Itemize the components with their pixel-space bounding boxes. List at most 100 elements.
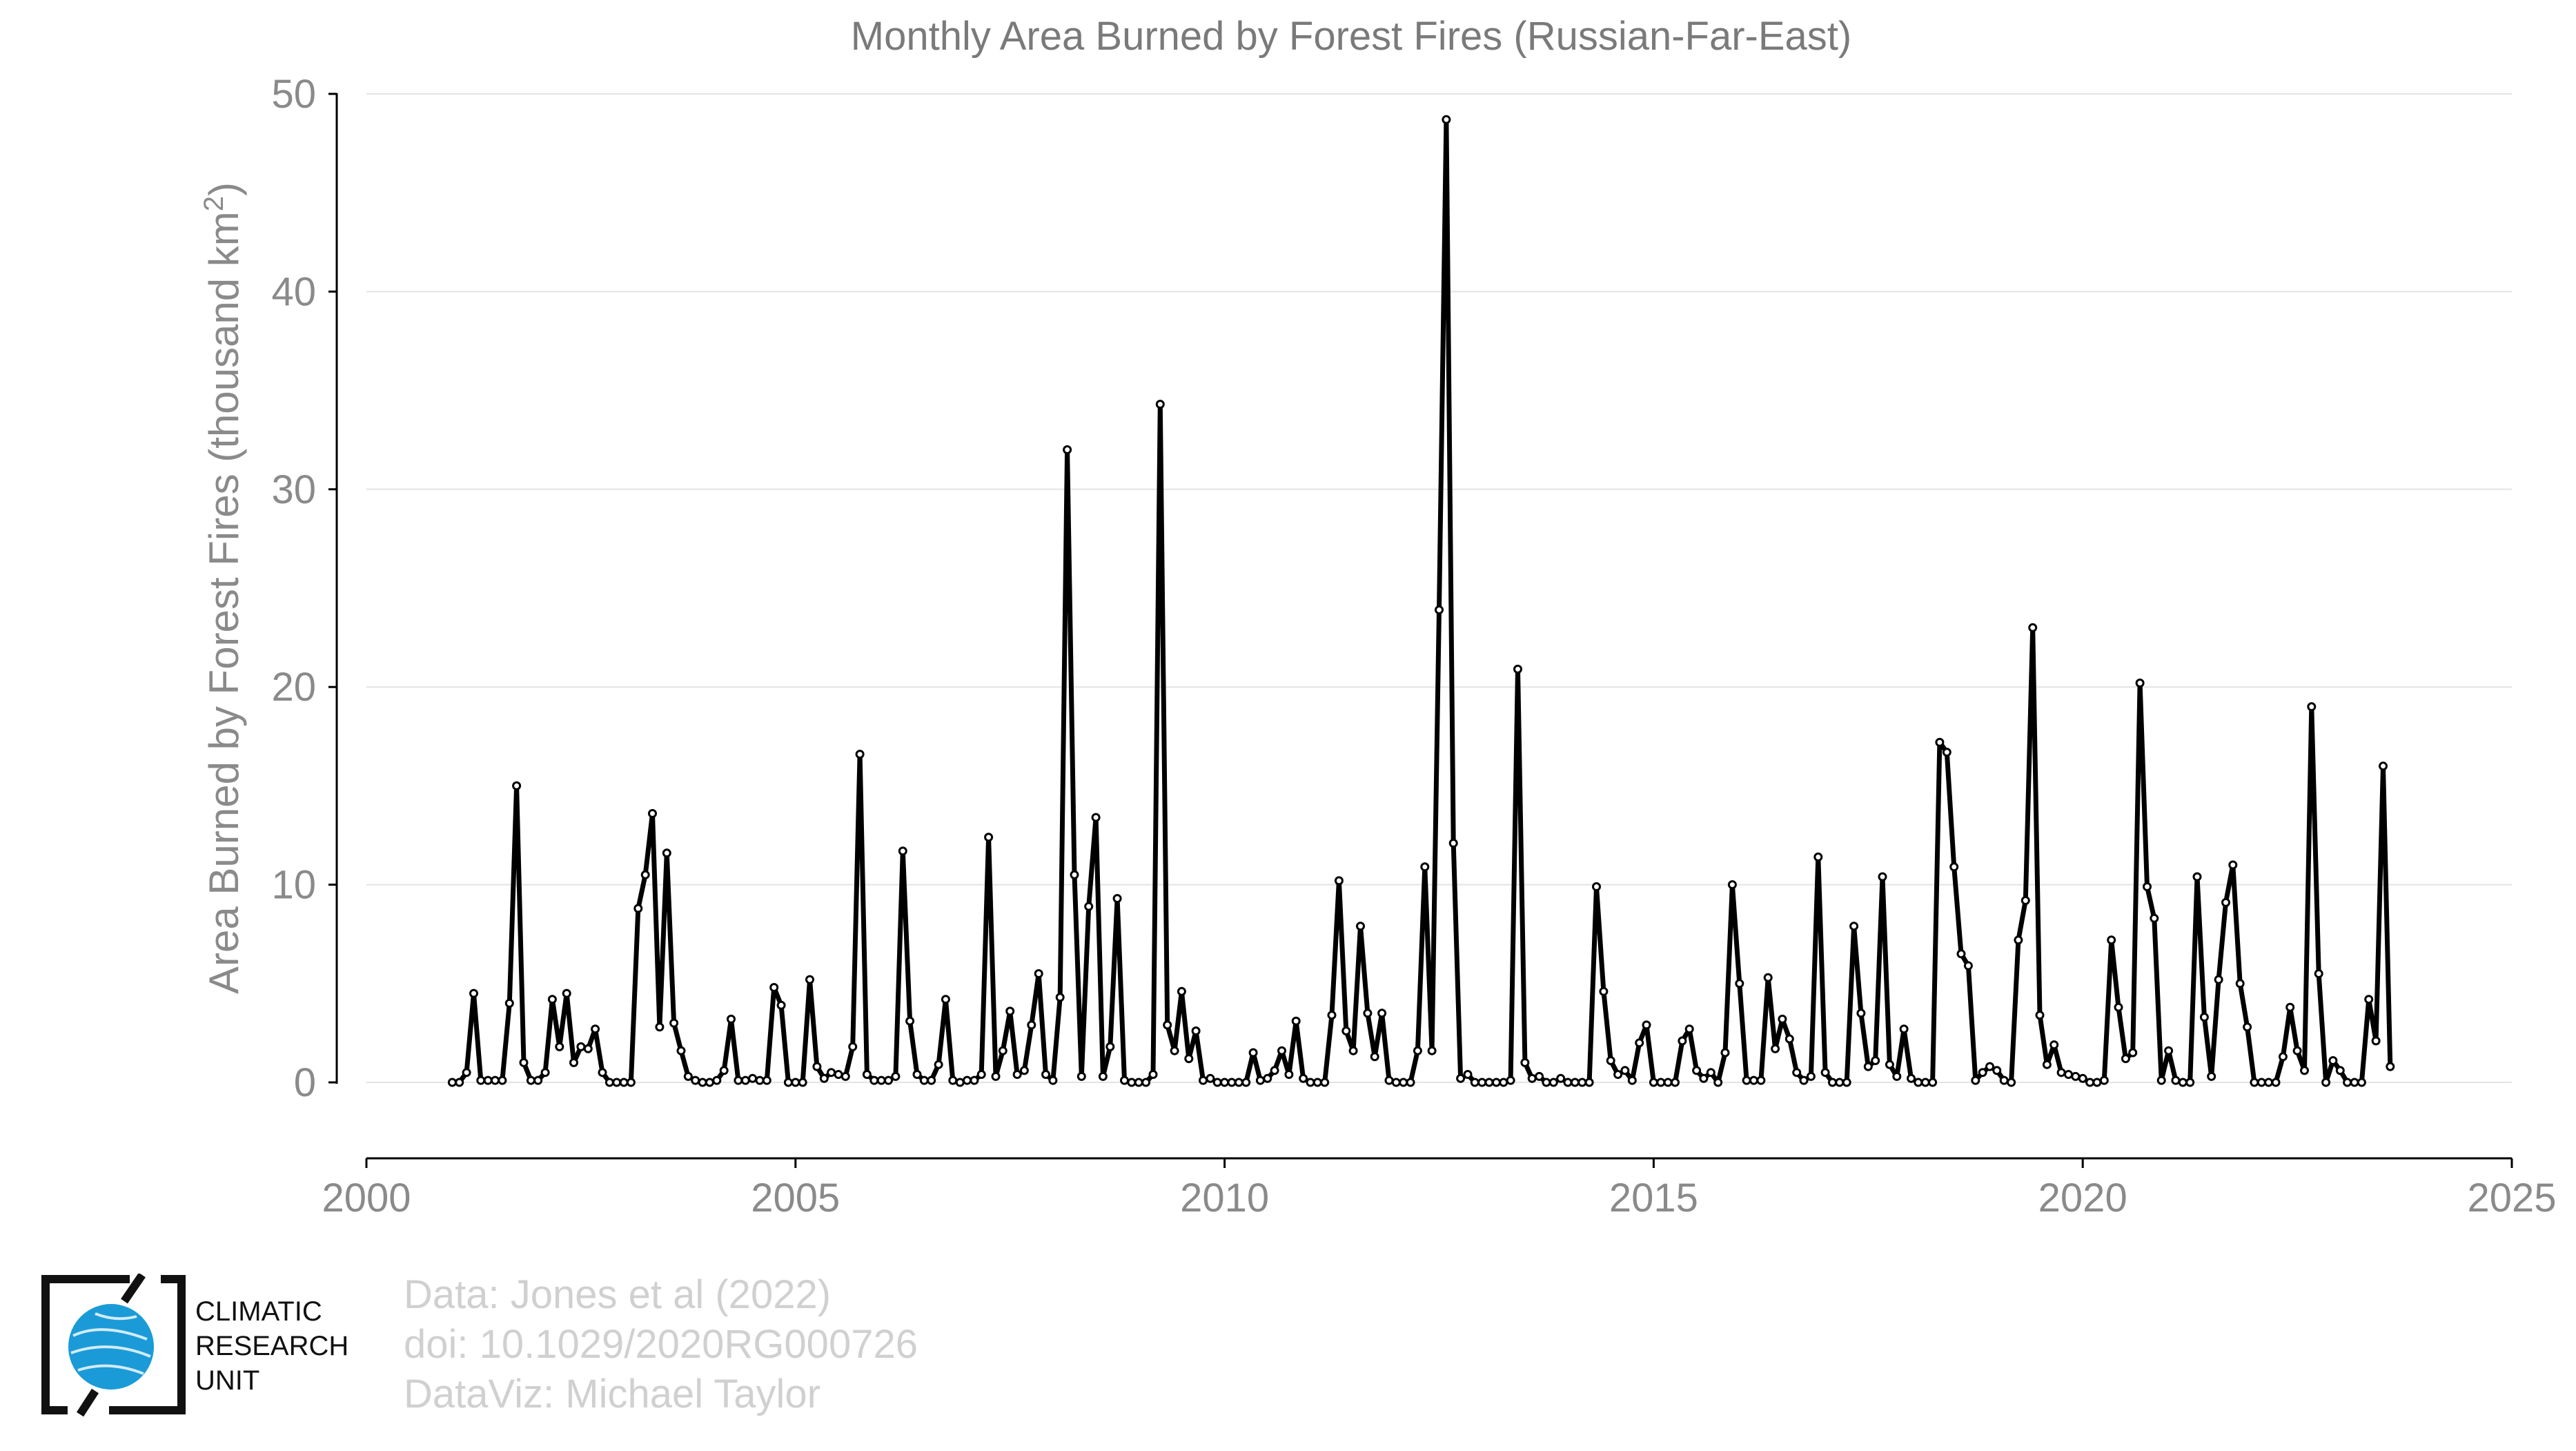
data-point (1477, 1078, 1487, 1087)
data-point (934, 1060, 943, 1069)
data-point (1899, 1024, 1909, 1034)
x-tick-label: 2020 (2038, 1176, 2127, 1220)
data-point (1692, 1066, 1702, 1075)
data-point (2285, 1002, 2295, 1012)
x-tick-label: 2015 (1609, 1176, 1698, 1220)
data-point (1985, 1062, 1994, 1071)
data-point (2292, 1046, 2302, 1055)
data-point (1949, 862, 1959, 872)
data-point (2243, 1022, 2252, 1032)
data-point (1484, 1078, 1494, 1087)
data-point (1148, 1070, 1158, 1079)
data-point (504, 998, 514, 1008)
data-point (991, 1071, 1001, 1081)
data-point (1627, 1075, 1637, 1085)
data-point (2357, 1078, 2366, 1087)
data-point (2171, 1075, 2181, 1085)
data-point (1470, 1078, 1479, 1087)
data-point (2135, 679, 2145, 688)
data-point (447, 1078, 457, 1087)
data-point (998, 1046, 1007, 1055)
data-point (2150, 913, 2159, 923)
data-point (1663, 1078, 1673, 1087)
data-point (469, 989, 478, 998)
data-point (1206, 1073, 1215, 1083)
data-point (1548, 1078, 1558, 1087)
data-point (1363, 1009, 1373, 1018)
y-tick-label: 10 (271, 863, 316, 908)
data-point (805, 975, 814, 984)
data-point (1784, 1034, 1794, 1044)
data-point (1005, 1006, 1015, 1016)
x-tick-label: 2025 (2467, 1176, 2556, 1220)
data-point (1963, 961, 1973, 971)
data-point (984, 832, 994, 842)
data-point (1377, 1009, 1387, 1018)
data-point (1542, 1078, 1551, 1087)
data-point (1892, 1071, 1902, 1081)
data-point (1048, 1075, 1058, 1085)
data-point (1034, 969, 1043, 978)
data-point (2235, 979, 2245, 989)
data-point (2107, 935, 2116, 945)
data-point (1706, 1068, 1715, 1078)
data-point (655, 1022, 665, 1032)
y-tick-label: 20 (271, 665, 316, 710)
data-point (583, 1044, 593, 1053)
data-point (1284, 1070, 1294, 1079)
chart-title: Monthly Area Burned by Forest Fires (Rus… (851, 14, 1851, 59)
data-point (619, 1078, 629, 1087)
data-point (1234, 1078, 1243, 1087)
data-point (2128, 1048, 2138, 1058)
data-point (2214, 975, 2223, 984)
data-point (1105, 1042, 1115, 1051)
data-point (1635, 1038, 1644, 1048)
y-axis-title: Area Burned by Forest Fires (thousand km… (199, 182, 247, 994)
data-point (1063, 445, 1072, 454)
data-point (2049, 1040, 2059, 1050)
data-point (1120, 1075, 1129, 1085)
data-point (483, 1075, 493, 1085)
data-point (1012, 1070, 1022, 1079)
data-point (2021, 896, 2030, 905)
data-point (626, 1078, 636, 1087)
data-point (2078, 1073, 2087, 1083)
data-point (1384, 1075, 1394, 1085)
data-point (2228, 860, 2238, 870)
data-point (1914, 1078, 1923, 1087)
data-point (1420, 862, 1430, 872)
data-point (2007, 1078, 2016, 1087)
chart: Monthly Area Burned by Forest Fires (Rus… (199, 14, 2557, 1220)
data-point (1606, 1056, 1615, 1065)
data-point (2056, 1068, 2066, 1078)
data-point (2071, 1071, 2081, 1081)
data-point (669, 1018, 679, 1028)
data-point (1878, 872, 1887, 882)
data-point (648, 809, 657, 818)
data-point (2371, 1036, 2381, 1046)
data-point (2143, 882, 2152, 891)
data-point (1098, 1071, 1108, 1081)
data-points (447, 115, 2395, 1087)
data-point (1649, 1078, 1658, 1087)
data-point (1270, 1066, 1279, 1075)
data-point (1956, 949, 1966, 959)
data-point (1935, 737, 1945, 747)
data-point (519, 1058, 529, 1067)
data-point (2192, 872, 2202, 882)
data-point (1577, 1078, 1587, 1087)
data-point (2178, 1078, 2187, 1087)
data-point (1112, 894, 1122, 904)
data-point (840, 1071, 850, 1081)
data-point (1348, 1046, 1358, 1055)
cru-logo: CLIMATIC RESEARCH UNIT (40, 1274, 357, 1419)
data-point (755, 1075, 765, 1085)
y-tick-label: 50 (271, 72, 316, 117)
data-point (1134, 1078, 1143, 1087)
data-point (1241, 1078, 1251, 1087)
data-point (1399, 1078, 1408, 1087)
data-point (2343, 1078, 2352, 1087)
data-point (2114, 1002, 2123, 1012)
data-point (1584, 1078, 1594, 1087)
data-point (1720, 1048, 1730, 1058)
